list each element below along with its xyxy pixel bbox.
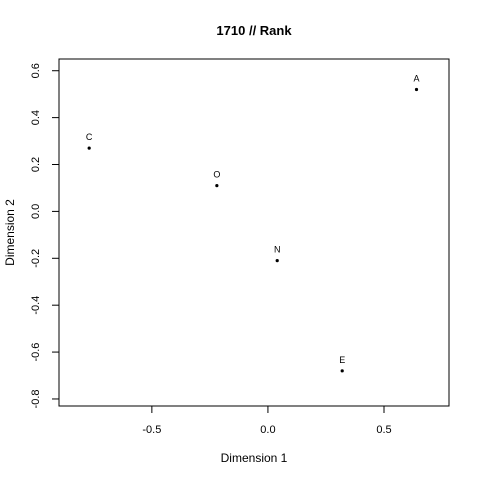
y-axis-label: Dimension 2 bbox=[3, 199, 17, 266]
data-point-C bbox=[87, 146, 91, 150]
y-tick-label: 0.6 bbox=[30, 63, 42, 78]
y-tick-label: 0.2 bbox=[30, 157, 42, 172]
data-point-N bbox=[275, 259, 279, 263]
x-tick-label: 0.0 bbox=[260, 424, 275, 436]
y-tick-label: -0.8 bbox=[30, 389, 42, 408]
x-tick-label: 0.5 bbox=[376, 424, 391, 436]
chart-title: 1710 // Rank bbox=[216, 23, 292, 38]
y-tick-label: -0.6 bbox=[30, 343, 42, 362]
y-tick-label: -0.4 bbox=[30, 296, 42, 315]
x-tick-label: -0.5 bbox=[142, 424, 161, 436]
y-tick-label: 0.4 bbox=[30, 110, 42, 125]
y-axis: -0.8 -0.6 -0.4 -0.2 0.0 0.2 0.4 0.6 bbox=[30, 63, 59, 408]
point-label-C: C bbox=[86, 132, 93, 142]
point-label-N: N bbox=[274, 245, 281, 255]
data-point-E bbox=[340, 369, 344, 373]
data-point-A bbox=[414, 87, 419, 92]
point-label-O: O bbox=[213, 170, 220, 180]
plot-frame bbox=[58, 58, 450, 407]
point-label-A: A bbox=[413, 73, 419, 83]
x-axis: -0.5 0.0 0.5 bbox=[142, 406, 392, 436]
data-points: A C O N E bbox=[86, 73, 420, 373]
point-label-E: E bbox=[339, 355, 345, 365]
x-axis-label: Dimension 1 bbox=[221, 451, 288, 465]
y-tick-label: -0.2 bbox=[30, 249, 42, 268]
data-point-O bbox=[215, 184, 219, 188]
y-tick-label: 0.0 bbox=[30, 204, 42, 219]
